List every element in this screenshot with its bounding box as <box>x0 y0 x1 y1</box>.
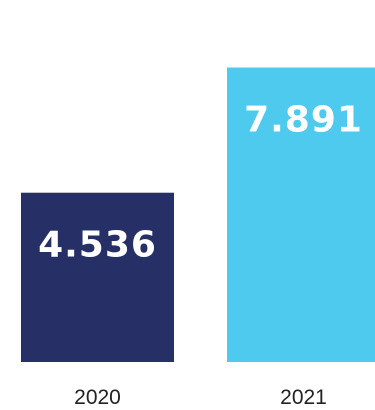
category-label-2021: 2021 <box>280 386 327 409</box>
bar-2020 <box>21 192 174 362</box>
bar-2021 <box>227 67 375 362</box>
category-label-2020: 2020 <box>74 386 121 409</box>
value-label-2021: 7.891 <box>244 100 363 141</box>
value-label-2020: 4.536 <box>38 225 157 266</box>
